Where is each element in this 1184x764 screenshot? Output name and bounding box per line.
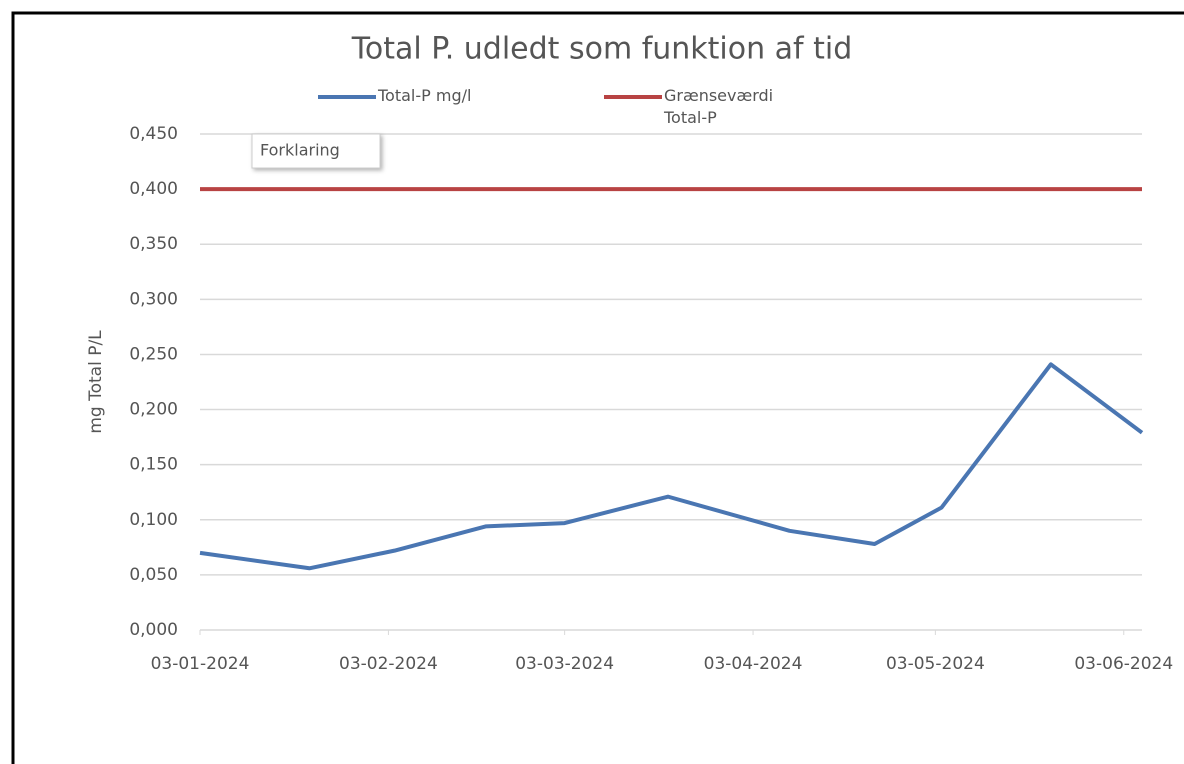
chart-title: Total P. udledt som funktion af tid xyxy=(351,32,853,67)
y-axis-label: mg Total P/L xyxy=(86,330,106,434)
y-tick-label: 0,200 xyxy=(129,400,178,420)
x-tick-label: 03-02-2024 xyxy=(339,654,438,674)
y-tick-label: 0,400 xyxy=(129,179,178,199)
y-tick-label: 0,450 xyxy=(129,124,178,144)
legend-label: Grænseværdi Total-P xyxy=(664,86,774,127)
y-tick-label: 0,300 xyxy=(129,289,178,309)
y-tick-label: 0,150 xyxy=(129,455,178,475)
x-tick-label: 03-05-2024 xyxy=(886,654,985,674)
x-tick-label: 03-03-2024 xyxy=(515,654,614,674)
annotation-box xyxy=(251,133,381,169)
y-tick-label: 0,350 xyxy=(129,234,178,254)
legend-label: Total-P mg/l xyxy=(378,86,472,105)
y-tick-label: 0,250 xyxy=(129,344,178,364)
annotation: Forklaring xyxy=(260,141,340,160)
data-line xyxy=(199,362,1144,571)
y-tick-label: 0,050 xyxy=(129,565,178,585)
x-tick-label: 03-06-2024 xyxy=(1074,654,1173,674)
y-tick-label: 0,000 xyxy=(129,620,178,640)
y-tick-label: 0,100 xyxy=(129,510,178,530)
x-tick-label: 03-04-2024 xyxy=(704,654,803,674)
x-tick-label: 03-01-2024 xyxy=(151,654,250,674)
frame xyxy=(11,11,1184,764)
